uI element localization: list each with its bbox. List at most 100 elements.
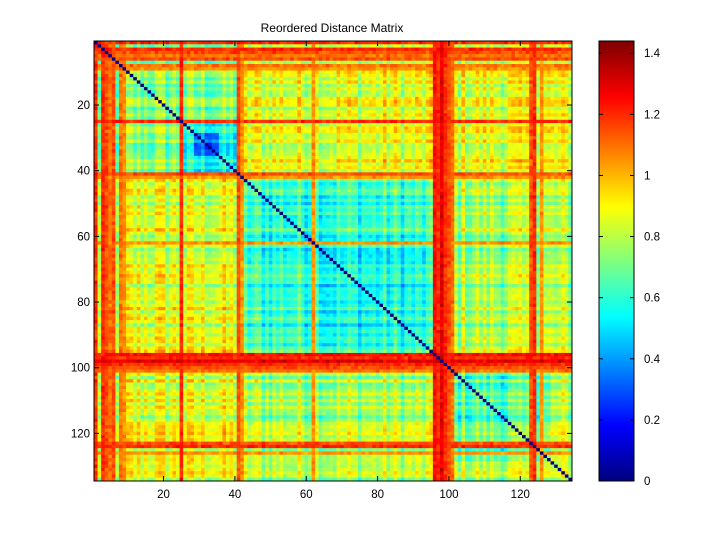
heatmap-cell — [532, 106, 537, 111]
heatmap-cell — [407, 67, 412, 71]
heatmap-cell — [525, 90, 530, 94]
heatmap-cell — [482, 155, 487, 160]
heatmap-cell — [133, 41, 138, 45]
heatmap-cell — [265, 126, 270, 130]
heatmap-cell — [429, 106, 434, 111]
heatmap-cell — [247, 50, 252, 55]
heatmap-cell — [126, 132, 131, 137]
heatmap-cell — [283, 142, 287, 147]
heatmap-cell — [126, 50, 131, 55]
heatmap-cell — [532, 139, 537, 144]
heatmap-cell — [101, 70, 106, 75]
heatmap-cell — [336, 44, 341, 48]
heatmap-cell — [279, 73, 284, 78]
heatmap-cell — [176, 57, 180, 62]
heatmap-cell — [550, 146, 555, 150]
heatmap-cell — [368, 126, 373, 130]
heatmap-cell — [243, 103, 248, 108]
heatmap-cell — [457, 60, 462, 65]
heatmap-cell — [407, 132, 412, 137]
heatmap-cell — [283, 113, 287, 117]
heatmap-cell — [418, 123, 423, 127]
heatmap-cell — [311, 73, 316, 78]
heatmap-cell — [275, 159, 280, 163]
heatmap-cell — [158, 116, 163, 121]
heatmap-cell — [550, 116, 555, 121]
heatmap-cell — [229, 96, 234, 101]
heatmap-cell — [568, 152, 573, 157]
heatmap-cell — [261, 142, 266, 147]
heatmap-cell — [240, 155, 245, 160]
heatmap-cell — [547, 152, 551, 157]
heatmap-cell — [368, 123, 373, 127]
heatmap-cell — [529, 119, 534, 124]
heatmap-cell — [532, 103, 537, 108]
heatmap-cell — [218, 136, 223, 140]
heatmap-cell — [94, 149, 98, 153]
heatmap-cell — [429, 63, 434, 68]
heatmap-cell — [247, 57, 252, 62]
heatmap-cell — [532, 155, 537, 160]
heatmap-cell — [436, 146, 441, 150]
heatmap-cell — [532, 50, 537, 55]
heatmap-cell — [436, 73, 441, 78]
heatmap-cell — [325, 70, 330, 75]
heatmap-cell — [518, 132, 523, 137]
heatmap-cell — [386, 119, 391, 124]
heatmap-cell — [193, 83, 198, 88]
heatmap-cell — [176, 103, 180, 108]
heatmap-cell — [532, 96, 537, 101]
heatmap-cell — [436, 129, 441, 134]
heatmap-cell — [308, 149, 312, 153]
heatmap-cell — [272, 67, 277, 71]
heatmap-cell — [243, 77, 248, 81]
heatmap-cell — [347, 146, 352, 150]
heatmap-cell — [240, 63, 245, 68]
heatmap-cell — [290, 106, 295, 111]
heatmap-cell — [468, 47, 473, 52]
heatmap-cell — [154, 126, 159, 130]
heatmap-cell — [532, 132, 537, 137]
heatmap-cell — [222, 146, 227, 150]
heatmap-cell — [154, 113, 159, 117]
heatmap-cell — [529, 70, 534, 75]
heatmap-cell — [204, 146, 209, 150]
heatmap-cell — [286, 155, 291, 160]
heatmap-cell — [418, 44, 423, 48]
heatmap-cell — [504, 83, 509, 88]
heatmap-cell — [525, 129, 530, 134]
heatmap-cell — [407, 100, 412, 104]
heatmap-cell — [208, 149, 213, 153]
heatmap-cell — [215, 129, 220, 134]
heatmap-cell — [247, 80, 252, 85]
heatmap-cell — [407, 57, 412, 62]
heatmap-cell — [379, 90, 384, 94]
heatmap-cell — [118, 113, 123, 117]
heatmap-cell — [318, 47, 323, 52]
heatmap-cell — [225, 86, 230, 91]
heatmap-cell — [432, 50, 437, 55]
heatmap-cell — [133, 90, 138, 94]
heatmap-cell — [472, 90, 477, 94]
heatmap-cell — [354, 155, 359, 160]
heatmap-cell — [468, 106, 473, 111]
heatmap-cell — [333, 67, 337, 71]
heatmap-cell — [165, 132, 170, 137]
heatmap-cell — [311, 86, 316, 91]
heatmap-cell — [547, 126, 551, 130]
heatmap-cell — [140, 47, 145, 52]
heatmap-cell — [354, 50, 359, 55]
heatmap-cell — [532, 60, 537, 65]
heatmap-cell — [375, 86, 380, 91]
heatmap-cell — [176, 162, 180, 167]
heatmap-cell — [357, 142, 362, 147]
heatmap-cell — [111, 132, 116, 137]
heatmap-cell — [190, 80, 195, 85]
heatmap-cell — [275, 73, 280, 78]
heatmap-cell — [197, 149, 202, 153]
heatmap-cell — [126, 149, 131, 153]
heatmap-cell — [522, 67, 526, 71]
heatmap-cell — [126, 136, 131, 140]
heatmap-cell — [333, 116, 337, 121]
heatmap-cell — [464, 67, 469, 71]
